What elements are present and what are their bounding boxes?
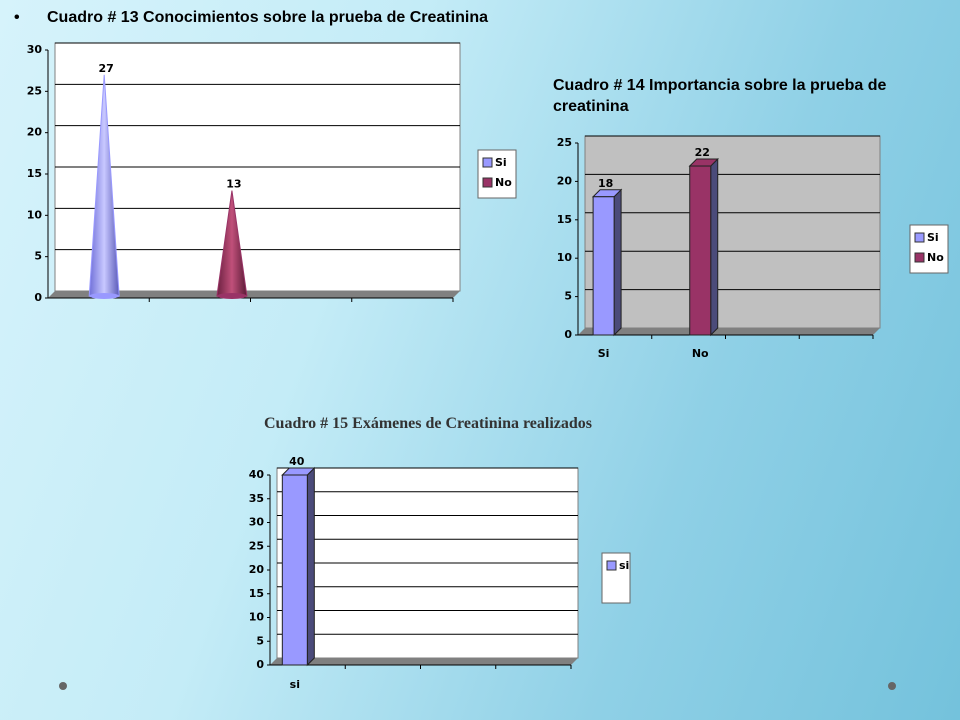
bar-side	[710, 157, 719, 337]
legend-swatch	[914, 252, 925, 263]
y-tick-label: 5	[564, 290, 572, 303]
legend-swatch	[482, 177, 493, 188]
y-tick-label: 0	[34, 291, 42, 304]
data-label: 13	[226, 178, 241, 191]
legend-swatch	[606, 560, 617, 571]
y-tick-label: 10	[27, 208, 43, 221]
x-tick-label: No	[692, 347, 709, 360]
y-tick-label: 0	[256, 658, 264, 671]
y-tick-label: 20	[27, 126, 43, 139]
plot-area	[584, 135, 881, 329]
x-tick-label: Si	[598, 347, 610, 360]
legend-swatch	[482, 157, 493, 168]
y-tick-label: 40	[249, 468, 265, 481]
legend-label: No	[927, 251, 944, 264]
dot	[59, 682, 67, 690]
y-tick-label: 30	[249, 516, 265, 529]
legend-label: Si	[927, 231, 939, 244]
floor	[578, 328, 880, 335]
y-tick-label: 10	[557, 251, 573, 264]
y-tick-label: 15	[557, 213, 572, 226]
cone-base	[216, 293, 247, 299]
dot	[888, 682, 896, 690]
chart-title: Cuadro # 14 Importancia sobre la prueba …	[553, 77, 887, 115]
bar	[281, 474, 308, 666]
data-label: 18	[598, 177, 613, 190]
x-tick-label: si	[290, 678, 300, 691]
y-tick-label: 15	[27, 167, 42, 180]
bar	[592, 196, 615, 336]
bullet: •	[14, 9, 20, 26]
y-tick-label: 20	[249, 563, 265, 576]
legend-label: si	[619, 559, 629, 572]
y-tick-label: 20	[557, 174, 573, 187]
bar-side	[306, 466, 315, 667]
bar	[689, 165, 712, 336]
data-label: 27	[99, 62, 114, 75]
legend-swatch	[914, 232, 925, 243]
y-tick-label: 15	[249, 587, 264, 600]
y-tick-label: 25	[27, 84, 42, 97]
y-tick-label: 30	[27, 43, 43, 56]
y-tick-label: 35	[249, 492, 264, 505]
bar-side	[613, 188, 622, 337]
chart-title: Cuadro # 13 Conocimientos sobre la prueb…	[47, 9, 488, 26]
y-tick-label: 25	[249, 539, 264, 552]
y-tick-label: 5	[34, 250, 42, 263]
y-tick-label: 0	[564, 328, 572, 341]
data-label: 40	[289, 455, 305, 468]
y-tick-label: 25	[557, 136, 572, 149]
floor	[270, 658, 578, 665]
y-tick-label: 5	[256, 634, 264, 647]
y-tick-label: 10	[249, 611, 265, 624]
floor	[48, 291, 460, 298]
legend-label: Si	[495, 156, 507, 169]
cone-base	[89, 293, 120, 299]
data-label: 22	[695, 146, 710, 159]
chart-title: Cuadro # 15 Exámenes de Creatinina reali…	[263, 415, 592, 432]
legend-label: No	[495, 176, 512, 189]
